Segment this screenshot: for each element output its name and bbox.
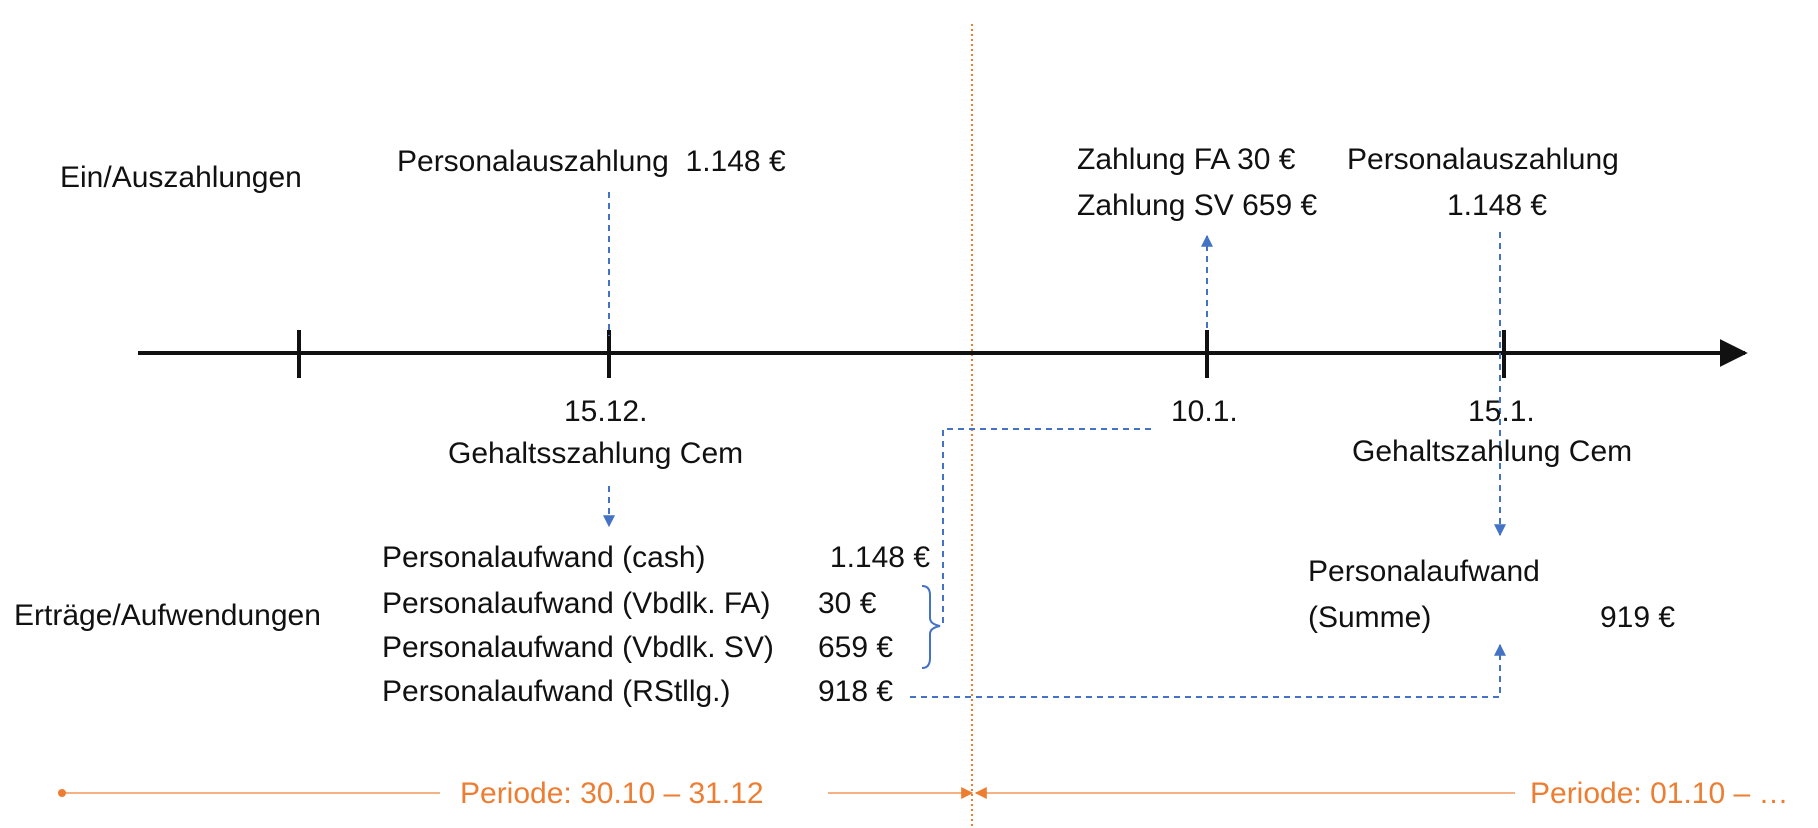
liabilities-brace <box>921 585 941 669</box>
row-label-payments: Ein/Auszahlungen <box>60 161 302 194</box>
fa-payment-label: Zahlung FA 30 € <box>1077 143 1296 176</box>
sv-payment-label: Zahlung SV 659 € <box>1077 189 1318 222</box>
row-label-expenses: Erträge/Aufwendungen <box>14 599 321 632</box>
jan-payout-label-line1: Personalauszahlung <box>1347 143 1619 176</box>
expense-row-value: 1.148 € <box>829 541 930 574</box>
date-label-1512: 15.12. <box>564 395 648 428</box>
provision-to-expense-connector <box>910 643 1506 698</box>
expense-row-label: Personalaufwand (RStllg.) <box>382 675 731 708</box>
jan-expense-label-line1: Personalaufwand <box>1308 555 1540 588</box>
expense-row-value: 30 € <box>818 587 877 620</box>
date-label-101: 10.1. <box>1171 395 1238 428</box>
date-caption-1512: Gehaltsszahlung Cem <box>448 437 744 470</box>
expense-row-value: 918 € <box>818 675 894 708</box>
period-label-2: Periode: 01.10 – … <box>1530 777 1789 810</box>
expense-row-label: Personalaufwand (cash) <box>382 541 706 574</box>
period-label-1: Periode: 30.10 – 31.12 <box>460 777 764 810</box>
jan-payout-label-line2: 1.148 € <box>1447 189 1548 222</box>
expense-row-label: Personalaufwand (Vbdlk. FA) <box>382 587 771 620</box>
jan-expense-label-line2: (Summe) <box>1308 601 1432 634</box>
liability-to-payment-connector <box>942 428 1155 623</box>
date-caption-151: Gehaltszahlung Cem <box>1352 435 1633 468</box>
jan-expense-value: 919 € <box>1600 601 1676 634</box>
expense-row-value: 659 € <box>818 631 894 664</box>
dec-payout-label: Personalauszahlung 1.148 € <box>397 145 786 178</box>
expense-row-label: Personalaufwand (Vbdlk. SV) <box>382 631 774 664</box>
date-label-151: 15.1. <box>1468 395 1535 428</box>
